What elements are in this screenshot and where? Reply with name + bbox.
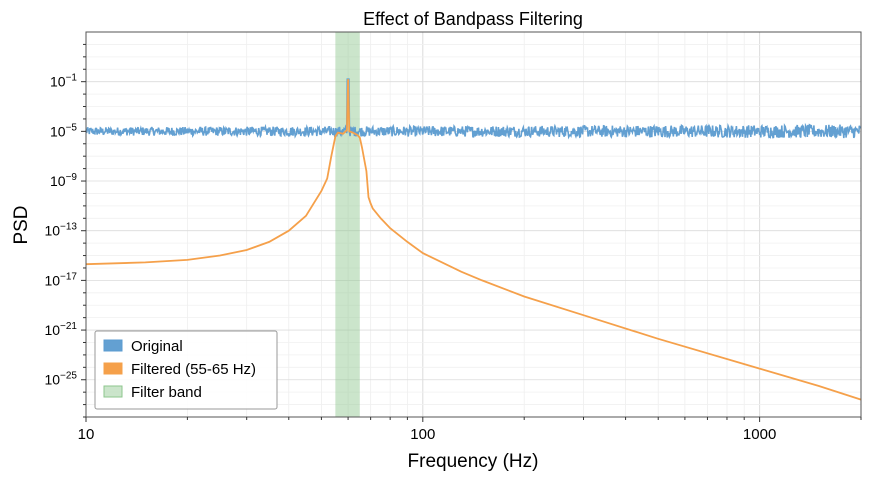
legend-box [94,330,278,410]
series-original-line [85,78,862,140]
legend-swatch [103,362,123,375]
series-filtered-line [85,79,862,401]
legend-label: Original [131,338,183,355]
series-layer [85,78,862,401]
y-tick-label: 10−13 [44,222,77,239]
plot-frame [85,31,862,418]
legend-swatch [103,339,123,352]
y-tick-label: 10−9 [50,172,77,189]
legend: Original Filtered (55-65 Hz) Filter band [94,330,278,410]
x-axis-label: Frequency (Hz) [408,451,539,472]
x-tick-label: 1000 [743,426,776,443]
legend-swatch [103,385,123,398]
legend-label: Filtered (55-65 Hz) [131,361,256,378]
y-axis-label: PSD [11,205,32,244]
y-tick-label: 10−5 [50,122,77,139]
chart-title: Effect of Bandpass Filtering [363,9,583,29]
tick-layer: 10 100 1000 10−1 10−5 10−9 10−13 10−17 10−21 10−2… [44,43,862,443]
y-tick-label: 10−25 [44,371,77,388]
x-tick-label: 100 [410,426,435,443]
y-tick-label: 10−21 [44,321,77,338]
x-tick-label: 10 [78,426,95,443]
y-tick-label: 10−1 [50,73,77,90]
y-tick-label: 10−17 [44,271,77,288]
legend-label: Filter band [131,384,202,401]
